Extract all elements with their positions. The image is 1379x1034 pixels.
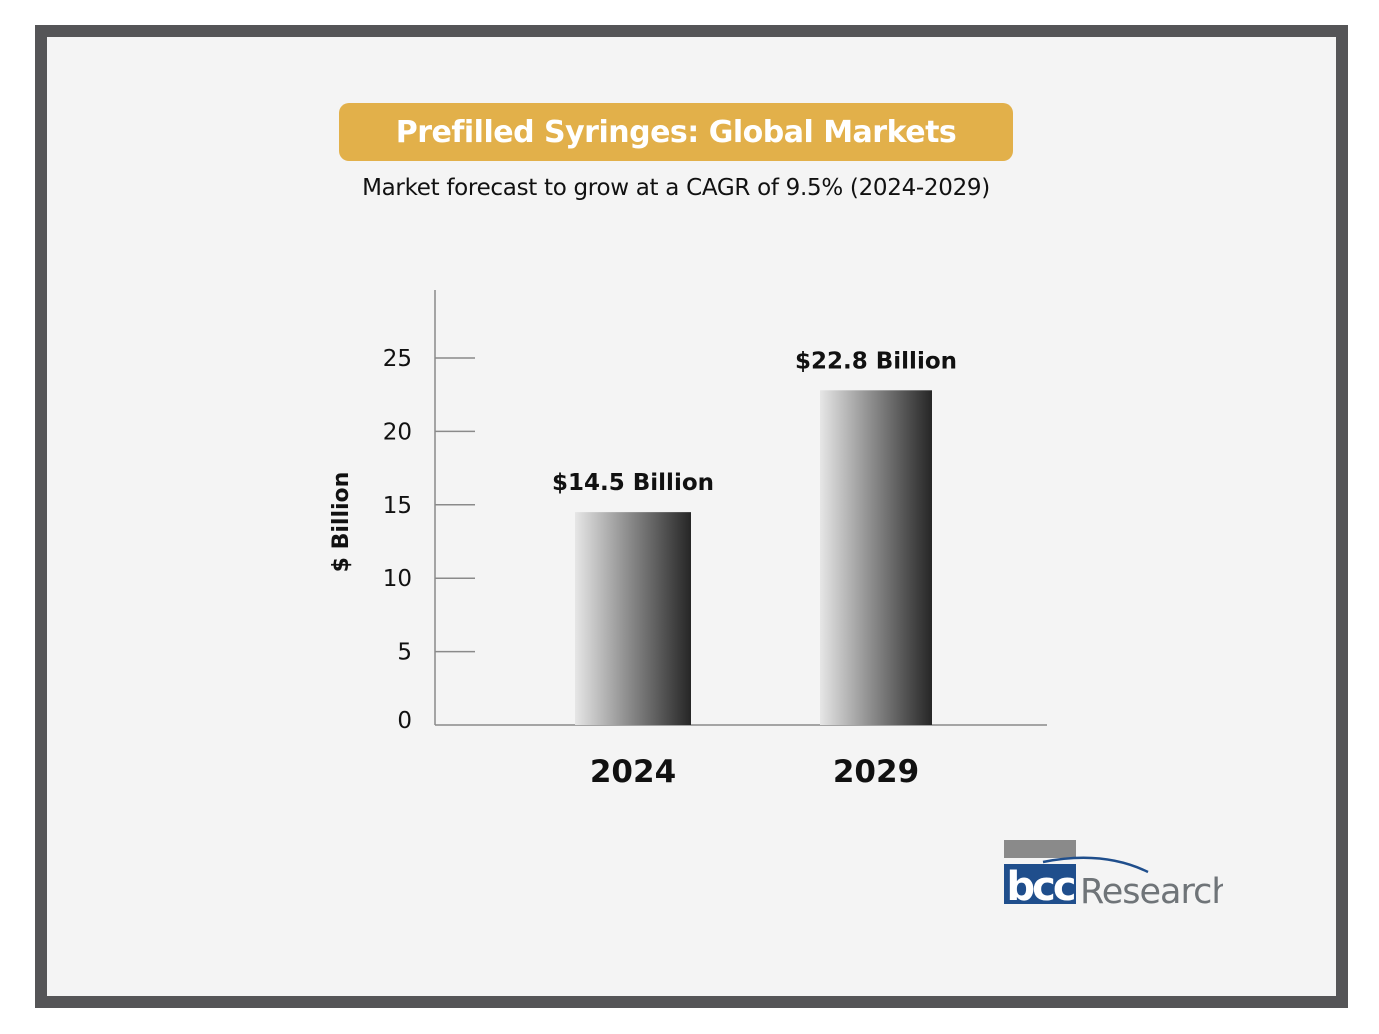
y-tick-label: 5 (397, 640, 412, 666)
chart-labels: $14.5 Billion 2024 $22.8 Billion 2029 (552, 348, 957, 790)
chart-frame (35, 25, 1348, 1008)
chart-title: Prefilled Syringes: Global Markets (339, 103, 1013, 161)
bar-value-label: $22.8 Billion (795, 348, 957, 374)
chart-bars (575, 390, 932, 725)
y-axis-label: $ Billion (329, 472, 354, 573)
y-tick-label: 25 (383, 346, 412, 372)
bar-value-label: $14.5 Billion (552, 470, 714, 496)
y-tick-label: 10 (383, 566, 412, 592)
chart-axes: 0 5 10 15 20 25 (383, 290, 1047, 734)
bar-2024 (575, 512, 691, 725)
x-category-label: 2029 (833, 754, 919, 790)
chart-subtitle: Market forecast to grow at a CAGR of 9.5… (362, 175, 990, 201)
y-tick-label: 20 (383, 419, 412, 445)
bcc-research-logo: bcc Research (1004, 840, 1223, 910)
x-category-label: 2024 (590, 754, 676, 790)
y-tick-label: 15 (383, 493, 412, 519)
logo-brand-text: bcc (1006, 864, 1074, 910)
y-tick-label: 0 (397, 708, 412, 734)
bar-2029 (820, 390, 932, 725)
logo-research-text: Research (1080, 872, 1223, 910)
